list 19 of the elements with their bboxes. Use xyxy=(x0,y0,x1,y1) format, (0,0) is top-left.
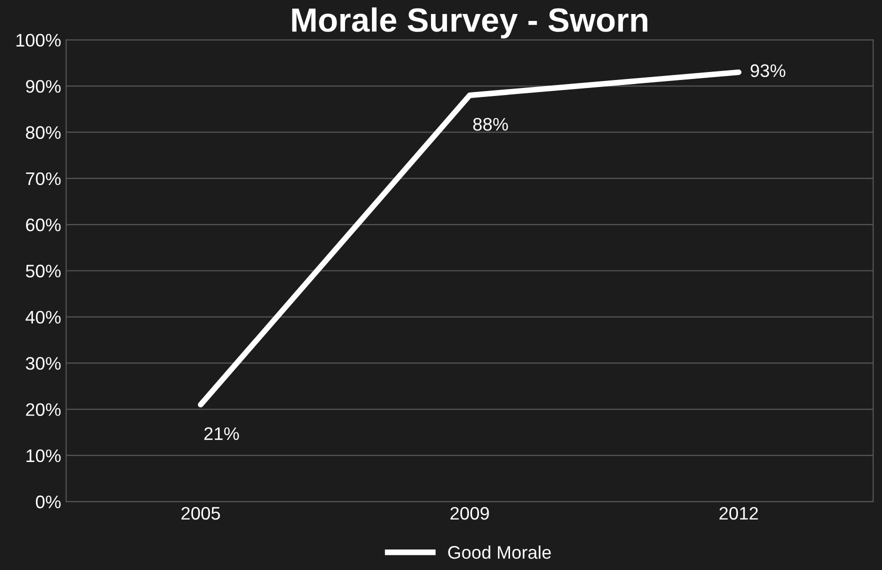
y-tick-label: 40% xyxy=(26,310,61,324)
y-tick-label: 80% xyxy=(26,126,61,139)
text: 21% xyxy=(204,427,239,440)
y-tick-label: 10% xyxy=(26,449,61,462)
text: 88% xyxy=(473,118,508,131)
y-tick-label: 30% xyxy=(26,357,61,370)
y-tick-label: 0% xyxy=(36,496,61,508)
y-tick-label: 60% xyxy=(26,218,61,232)
x-tick-label: 2005 xyxy=(181,506,220,520)
chart-title: Morale Survey - Sworn xyxy=(292,7,648,38)
y-tick-label: 70% xyxy=(26,172,61,186)
x-tick-label: 2012 xyxy=(720,506,758,520)
y-tick-label: 20% xyxy=(26,403,61,416)
y-tick-label: 50% xyxy=(26,264,61,278)
text: 93% xyxy=(750,64,786,78)
legend-label: Good Morale xyxy=(448,546,551,559)
x-tick-label: 2009 xyxy=(450,506,489,520)
y-tick-label: 100% xyxy=(16,34,61,47)
y-tick-label: 90% xyxy=(26,80,61,93)
